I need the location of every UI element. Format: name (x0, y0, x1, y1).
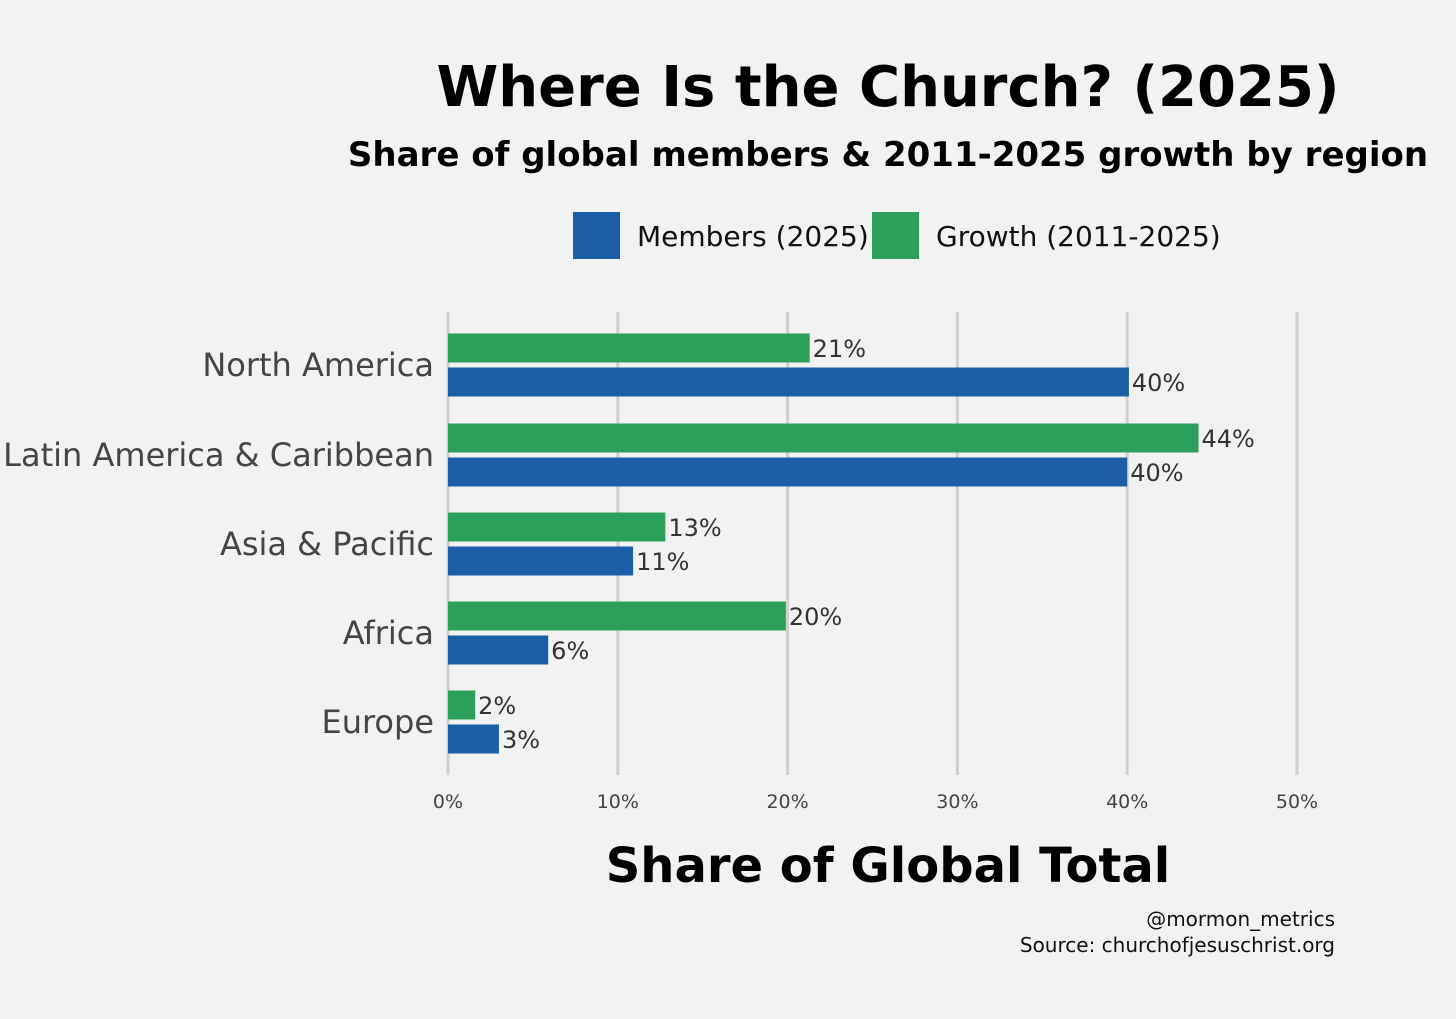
value-label-members: 40% (1132, 369, 1185, 397)
bar-members (448, 635, 549, 665)
category-label: Africa (343, 614, 434, 652)
legend-label-growth: Growth (2011-2025) (936, 220, 1221, 253)
value-label-members: 6% (551, 637, 589, 665)
x-tick-label: 20% (766, 791, 808, 813)
x-tick-label: 50% (1276, 791, 1318, 813)
legend: Members (2025) Growth (2011-2025) (573, 212, 1221, 259)
value-label-growth: 44% (1202, 425, 1255, 453)
bars: 21% 40% 44% 40% 13% 11% 20% 6% 2% 3% (448, 333, 1255, 754)
value-label-growth: 21% (813, 335, 866, 363)
value-label-growth: 20% (789, 603, 842, 631)
bar-members (448, 457, 1128, 487)
value-label-members: 40% (1130, 459, 1183, 487)
bar-members (448, 367, 1129, 397)
value-label-members: 11% (636, 548, 689, 576)
x-tick-label: 10% (597, 791, 639, 813)
category-labels: North America Latin America & Caribbean As… (3, 346, 434, 741)
chart-subtitle: Share of global members & 2011-2025 grow… (348, 135, 1428, 175)
bar-growth (448, 690, 476, 720)
category-label: Latin America & Caribbean (3, 436, 434, 474)
category-label: Asia & Pacific (220, 525, 434, 563)
value-label-members: 3% (502, 726, 540, 754)
bar-growth (448, 423, 1199, 453)
legend-label-members: Members (2025) (637, 220, 869, 253)
x-tick-label: 30% (936, 791, 978, 813)
chart-title: Where Is the Church? (2025) (436, 55, 1339, 120)
x-tick-label: 0% (433, 791, 463, 813)
x-tick-labels: 0% 10% 20% 30% 40% 50% (433, 791, 1318, 813)
footer-source: Source: churchofjesuschrist.org (1020, 933, 1335, 957)
legend-swatch-members (573, 212, 620, 259)
x-axis-label: Share of Global Total (606, 838, 1171, 894)
footer-handle: @mormon_metrics (1146, 907, 1335, 931)
value-label-growth: 13% (668, 514, 721, 542)
bar-growth (448, 333, 810, 363)
bar-growth (448, 512, 666, 542)
bar-growth (448, 601, 786, 631)
bar-members (448, 546, 634, 576)
legend-swatch-growth (872, 212, 919, 259)
x-tick-label: 40% (1106, 791, 1148, 813)
category-label: North America (202, 346, 434, 384)
bar-members (448, 724, 499, 754)
category-label: Europe (321, 703, 434, 741)
value-label-growth: 2% (478, 692, 516, 720)
